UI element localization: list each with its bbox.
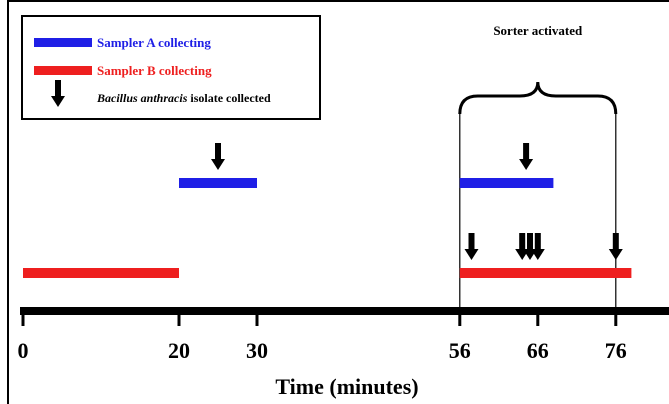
legend-label-2: Bacillus anthracis isolate collected [96,91,271,105]
x-axis-label: Time (minutes) [275,374,418,399]
isolate-arrow-icon-1 [519,143,534,170]
legend-swatch-0 [34,38,92,47]
x-tick-label-0: 0 [18,338,29,363]
x-tick-label-3: 56 [449,338,471,363]
interval-bar-0-0 [179,178,257,188]
x-tick-label-4: 66 [527,338,549,363]
interval-bar-1-1 [459,268,632,278]
x-axis: 0 20 30 56 66 76 Time (minutes) [18,307,669,399]
x-tick-label-2: 30 [246,338,268,363]
legend-swatch-1 [34,66,92,75]
legend-arrow-icon [51,80,65,107]
x-tick-label-5: 76 [605,338,627,363]
legend-label-0: Sampler A collecting [97,35,211,50]
curly-brace [458,81,618,115]
legend-label-1: Sampler B collecting [97,63,212,78]
isolate-arrow-icon-0 [211,143,225,170]
annotation-label: Sorter activated [493,23,583,38]
x-tick-label-1: 20 [168,338,190,363]
isolate-arrow-icon-5 [530,233,545,260]
interval-bar-0-1 [459,178,554,188]
legend: Sampler A collecting Sampler B collecting… [21,15,321,120]
isolate-arrow-icon-6 [608,233,623,260]
interval-bar-1-0 [23,268,179,278]
isolate-arrow-icon-2 [464,233,479,260]
